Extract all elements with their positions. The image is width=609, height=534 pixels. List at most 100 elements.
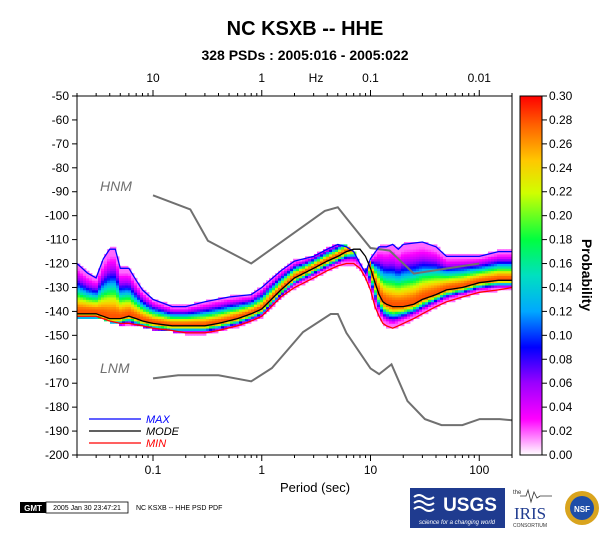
heatmap-cell [161,309,165,312]
heatmap-cell [506,263,510,267]
heatmap-cell [227,299,231,303]
heatmap-cell [212,328,216,331]
heatmap-cell [470,265,474,269]
heatmap-cell [86,289,90,293]
heatmap-cell [179,323,183,327]
heatmap-cell [377,256,381,260]
heatmap-cell [110,253,114,257]
heatmap-cell [164,306,168,310]
heatmap-cell [77,268,81,272]
heatmap-cell [428,306,432,310]
colorbar-tick-label: 0.06 [549,376,573,390]
heatmap-cell [140,289,144,293]
x-axis-bottom: 0.1 1 10 100 [76,455,513,477]
heatmap-cell [122,309,126,312]
heatmap-cell [446,285,450,288]
heatmap-cell [173,323,177,327]
heatmap-cell [221,316,225,319]
heatmap-cell [86,299,90,303]
heatmap-cell [419,265,423,269]
heatmap-cell [443,263,447,267]
heatmap-cell [236,301,240,305]
heatmap-cell [191,309,195,312]
heatmap-cell [110,277,114,281]
heatmap-cell [377,304,381,308]
heatmap-cell [200,311,204,315]
heatmap-cell [434,306,438,310]
heatmap-cell [371,258,375,262]
heatmap-cell [443,265,447,269]
heatmap-cell [404,287,408,291]
heatmap-cell [215,323,219,327]
heatmap-cell [185,323,189,327]
heatmap-cell [302,261,306,264]
heatmap-cell [131,285,135,288]
heatmap-cell [383,268,387,272]
heatmap-cell [308,265,312,269]
heatmap-cell [92,301,96,305]
heatmap-cell [434,263,438,267]
heatmap-cell [485,263,489,267]
heatmap-cell [179,304,183,308]
heatmap-cell [329,261,333,264]
heatmap-cell [476,287,480,291]
heatmap-cell [188,325,192,329]
heatmap-cell [182,328,186,331]
heatmap-cell [164,301,168,305]
heatmap-cell [437,301,441,305]
heatmap-cell [239,309,243,312]
heatmap-cell [503,280,507,284]
heatmap-cell [224,325,228,329]
heatmap-cell [413,246,417,250]
heatmap-cell [113,316,117,319]
heatmap-cell [500,249,504,252]
heatmap-cell [311,258,315,262]
heatmap-cell [269,297,273,300]
heatmap-cell [83,275,87,279]
heatmap-cell [161,320,165,324]
heatmap-cell [500,285,504,288]
heatmap-cell [80,306,84,310]
heatmap-cell [248,316,252,319]
heatmap-cell [80,313,84,317]
heatmap-cell [395,311,399,315]
heatmap-cell [263,294,267,298]
heatmap-cell [455,256,459,260]
heatmap-cell [383,313,387,317]
heatmap-cell [497,280,501,284]
heatmap-cell [215,299,219,303]
heatmap-cell [473,277,477,281]
heatmap-cell [398,301,402,305]
heatmap-cell [485,273,489,276]
heatmap-cell [290,270,294,274]
heatmap-cell [152,318,156,322]
heatmap-cell [437,265,441,269]
heatmap-cell [416,263,420,267]
heatmap-cell [116,299,120,303]
heatmap-cell [104,256,108,260]
heatmap-cell [176,309,180,312]
pdf-heatmap [77,241,512,336]
heatmap-cell [410,249,414,252]
heatmap-cell [398,294,402,298]
heatmap-cell [104,301,108,305]
heatmap-cell [371,287,375,291]
heatmap-cell [131,294,135,298]
heatmap-cell [422,289,426,293]
heatmap-cell [326,253,330,257]
heatmap-cell [128,309,132,312]
heatmap-cell [113,294,117,298]
heatmap-cell [392,316,396,319]
heatmap-cell [404,299,408,303]
heatmap-cell [110,263,114,267]
heatmap-cell [170,306,174,310]
heatmap-cell [227,311,231,315]
heatmap-cell [350,258,354,262]
heatmap-cell [479,287,483,291]
heatmap-cell [470,277,474,281]
heatmap-cell [401,297,405,300]
heatmap-cell [464,292,468,296]
gmt-badge [20,502,46,513]
heatmap-cell [341,253,345,257]
heatmap-cell [305,258,309,262]
